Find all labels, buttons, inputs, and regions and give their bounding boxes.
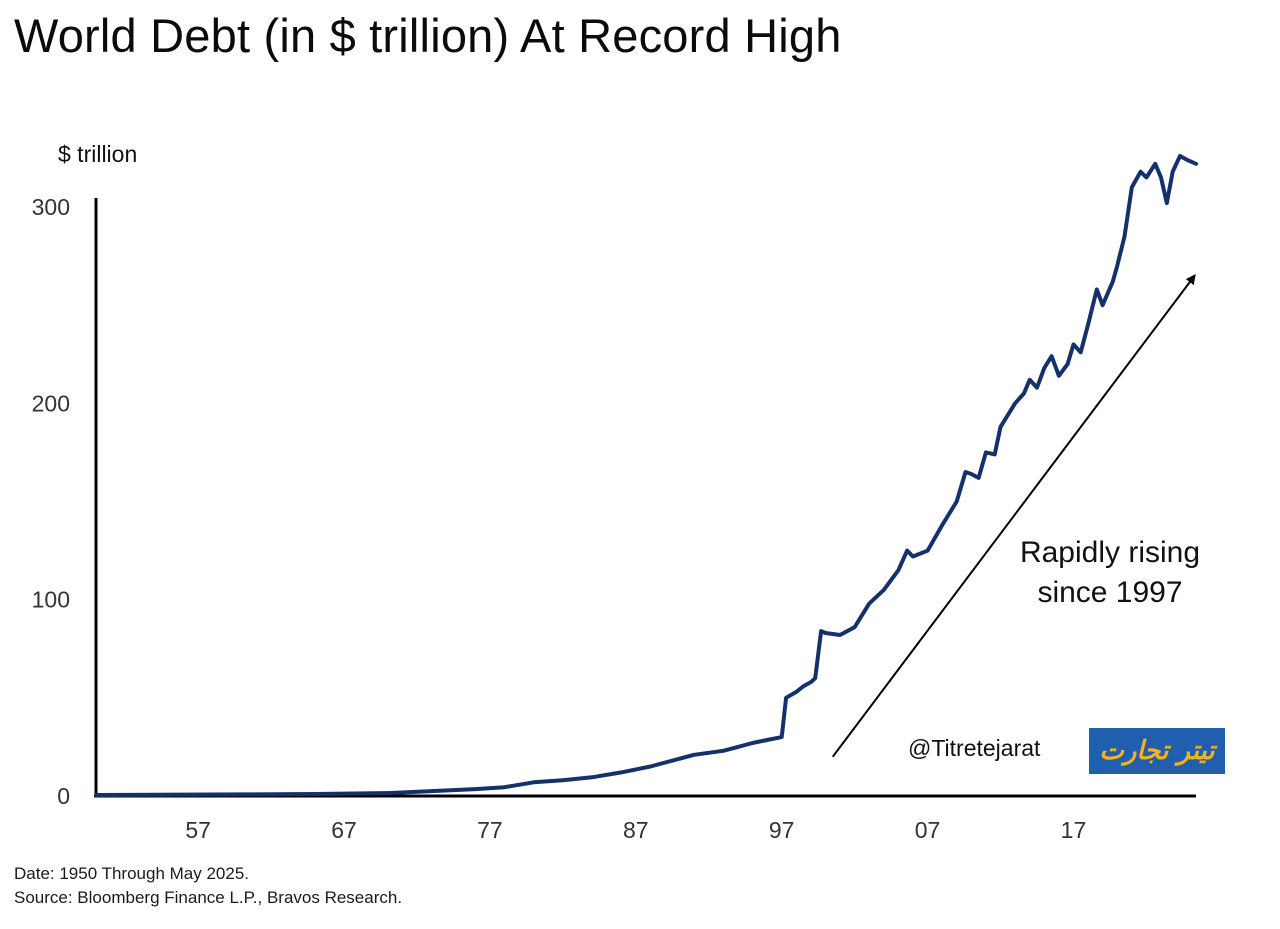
footnote-date: Date: 1950 Through May 2025. <box>14 864 250 883</box>
x-tick-label: 57 <box>185 817 211 843</box>
watermark-logo: تیتر تجارت <box>1089 728 1225 774</box>
annotation-text-line: since 1997 <box>1037 576 1182 609</box>
series-line <box>94 154 1198 797</box>
annotation-arrow <box>831 274 1196 758</box>
y-axis-label: $ trillion <box>58 141 137 167</box>
x-tick-label: 87 <box>623 817 649 843</box>
footnote-source: Source: Bloomberg Finance L.P., Bravos R… <box>14 888 403 907</box>
y-tick-label: 0 <box>57 783 70 809</box>
y-tick-label: 300 <box>32 194 70 220</box>
x-tick-label: 77 <box>477 817 503 843</box>
x-tick-label: 07 <box>915 817 941 843</box>
x-tick-label: 17 <box>1061 817 1087 843</box>
y-tick-label: 200 <box>32 390 70 416</box>
annotation-text-line: Rapidly rising <box>1020 536 1200 569</box>
watermark-handle: @Titretejarat <box>908 735 1041 761</box>
x-tick-label: 97 <box>769 817 795 843</box>
x-tick-label: 67 <box>331 817 357 843</box>
y-tick-label: 100 <box>32 587 70 613</box>
chart-title: World Debt (in $ trillion) At Record Hig… <box>14 9 842 62</box>
